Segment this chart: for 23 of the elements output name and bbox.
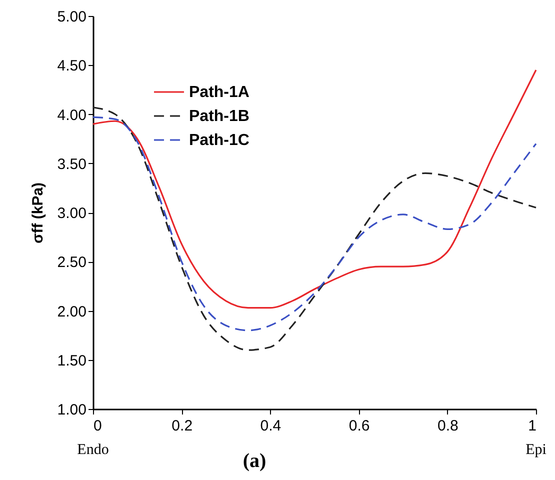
text: Endo: [77, 442, 109, 458]
legend-label: Path-1B: [189, 108, 250, 125]
legend-label: Path-1C: [189, 132, 250, 149]
line-series: [92, 69, 537, 309]
legend-label: Path-1A: [189, 84, 250, 101]
x-tick-label: 1: [528, 418, 536, 434]
x-tick-label: 0.4: [260, 418, 282, 434]
x-tick-label: 0.2: [172, 418, 193, 434]
text: (a): [242, 450, 266, 472]
y-tick-label: 4.00: [57, 106, 86, 124]
y-tick-label: 4.50: [57, 58, 86, 75]
y-tick-label: 5.00: [57, 8, 86, 26]
text: Epi: [526, 442, 546, 458]
x-tick-label: 0.8: [437, 418, 458, 434]
y-tick-label: 1.00: [57, 402, 86, 418]
y-tick-label: 2.50: [57, 254, 86, 272]
x-tick-label: 0.6: [348, 418, 370, 434]
y-tick-label: 3.00: [57, 205, 86, 222]
y-axis-title: σff (kPa): [29, 182, 46, 244]
y-tick-label: 3.50: [57, 156, 86, 173]
y-tick-label: 1.50: [57, 352, 86, 370]
y-tick-label: 2.00: [57, 303, 86, 320]
x-tick-label: 0: [94, 418, 102, 434]
